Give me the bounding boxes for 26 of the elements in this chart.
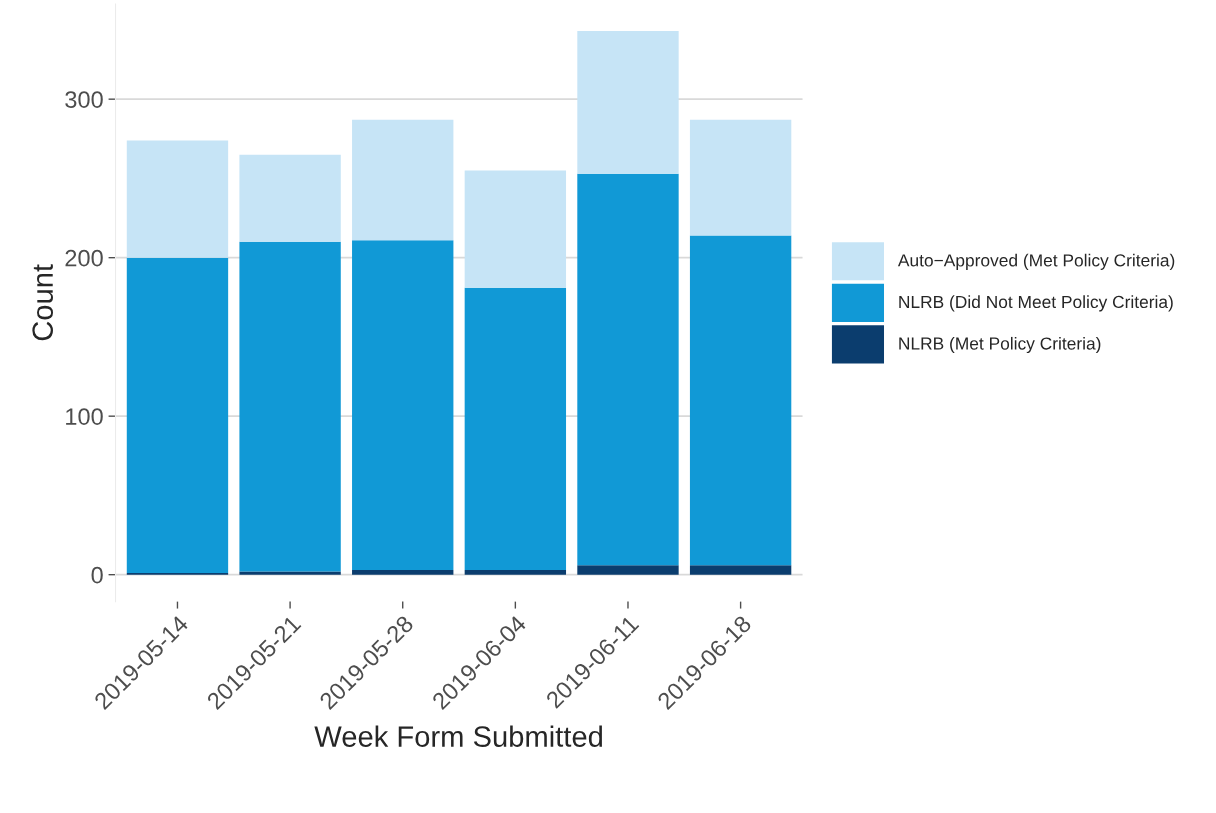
bar bbox=[239, 571, 341, 575]
bar bbox=[464, 569, 567, 575]
y-axis-title: Count bbox=[32, 264, 53, 341]
legend-label: NLRB (Met Policy Criteria) bbox=[899, 336, 1101, 354]
y-tick-label: 300 bbox=[65, 91, 103, 108]
bar bbox=[126, 140, 229, 258]
bar bbox=[577, 173, 679, 566]
bar bbox=[577, 565, 679, 575]
bar bbox=[352, 569, 454, 575]
bar bbox=[239, 241, 341, 572]
bar bbox=[689, 235, 792, 566]
bar bbox=[689, 119, 792, 236]
bar bbox=[464, 287, 567, 570]
bar bbox=[464, 170, 567, 288]
bar bbox=[126, 257, 229, 574]
y-tick-label: 200 bbox=[65, 249, 103, 267]
bar bbox=[352, 240, 454, 570]
legend-label: Auto−Approved (Met Policy Criteria) bbox=[897, 253, 1175, 270]
bar bbox=[577, 31, 679, 174]
bar bbox=[689, 565, 792, 575]
y-tick-label: 0 bbox=[91, 566, 103, 584]
bar bbox=[352, 119, 454, 241]
bar bbox=[239, 154, 341, 242]
x-axis-title: Week Form Submitted bbox=[314, 725, 602, 747]
y-tick-label: 100 bbox=[66, 408, 103, 425]
legend-label: NLRB (Did Not Meet Policy Criteria) bbox=[899, 295, 1173, 312]
